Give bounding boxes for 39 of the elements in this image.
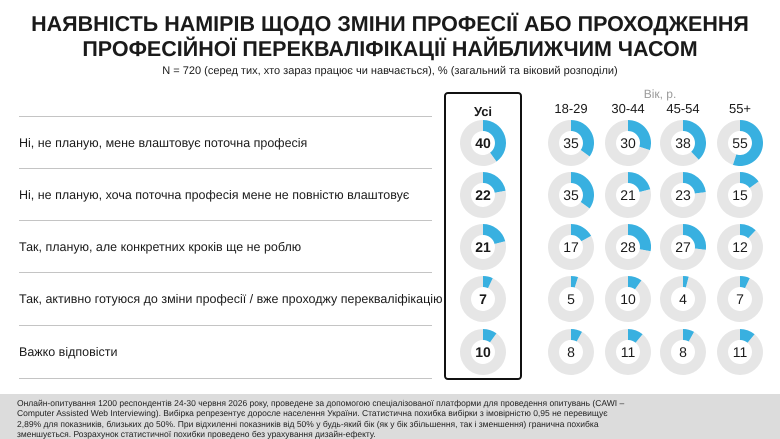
data-label: 21 [475, 238, 491, 255]
text: 55+ [728, 101, 752, 116]
data-label: 23 [675, 186, 691, 203]
category-label: Ні, не планую, мене влаштовує поточна професія [19, 135, 308, 151]
data-label: 35 [563, 134, 579, 151]
category-label: Так, активно готуюся до зміни професії / вже проходжу перекваліфікацію [19, 291, 442, 307]
data-label: 7 [736, 290, 744, 307]
text: N = 720 (серед тих, хто зараз працює чи навчається), % (загальний та віковий розподіли) [161, 65, 619, 78]
text: Вік, р. [642, 87, 678, 101]
text: 30-44 [610, 101, 646, 116]
data-label: 10 [620, 290, 636, 307]
data-label: 11 [732, 344, 748, 360]
text: 18-29 [553, 101, 589, 116]
text: Усі [472, 104, 494, 119]
text: НАЯВНІСТЬ НАМІРІВ ЩОДО ЗМІНИ ПРОФЕСІЇ АБО ПРОХОДЖЕННЯ ПРОФЕСІЙНОЇ ПЕРЕКВАЛІФІКАЦІЇ НАЙБЛИЖЧИМ ЧАСОМ [30, 12, 750, 62]
category-label: Так, планую, але конкретних кроків ще не роблю [19, 239, 302, 255]
data-label: 8 [679, 344, 688, 360]
data-label: 5 [567, 290, 576, 307]
data-label: 12 [732, 238, 748, 255]
data-label: 28 [620, 238, 636, 255]
data-label: 55 [732, 134, 748, 151]
data-label: 22 [475, 186, 491, 203]
text: 45-54 [665, 101, 701, 116]
data-label: 17 [563, 238, 579, 255]
data-label: 27 [675, 238, 691, 255]
data-label: 10 [475, 344, 491, 360]
data-label: 35 [563, 186, 579, 203]
data-label: 15 [732, 186, 748, 203]
text: Онлайн-опитування 1200 респондентів 24-30 червня 2026 року, проведене за допомогою спеціалізованої платформи для проведення опитувань (CAWI – Computer Assisted Web Interviewing). Вибірка репрезентує доросле населення України. Статистична похибка вибірки з імовірністю 0,95 не перевищує 2,89% для показників, близьких до 50%. При відхиленні показників від 50% у будь-який бік (як у бік збільшення, так і зменшення) гранична похибка зменшується. Розрахунок статистичної похибки проведено без урахування дизайн-ефекту. [17, 398, 626, 439]
category-label: Важко відповісти [19, 344, 118, 360]
data-label: 30 [620, 134, 636, 151]
data-label: 11 [620, 344, 636, 360]
category-label: Ні, не планую, хоча поточна професія мене не повністю влаштовує [19, 187, 410, 203]
data-label: 8 [567, 344, 576, 360]
data-label: 21 [620, 186, 636, 203]
data-label: 40 [475, 134, 491, 151]
data-label: 38 [675, 134, 691, 151]
data-label: 4 [679, 290, 688, 307]
data-label: 7 [479, 290, 488, 307]
